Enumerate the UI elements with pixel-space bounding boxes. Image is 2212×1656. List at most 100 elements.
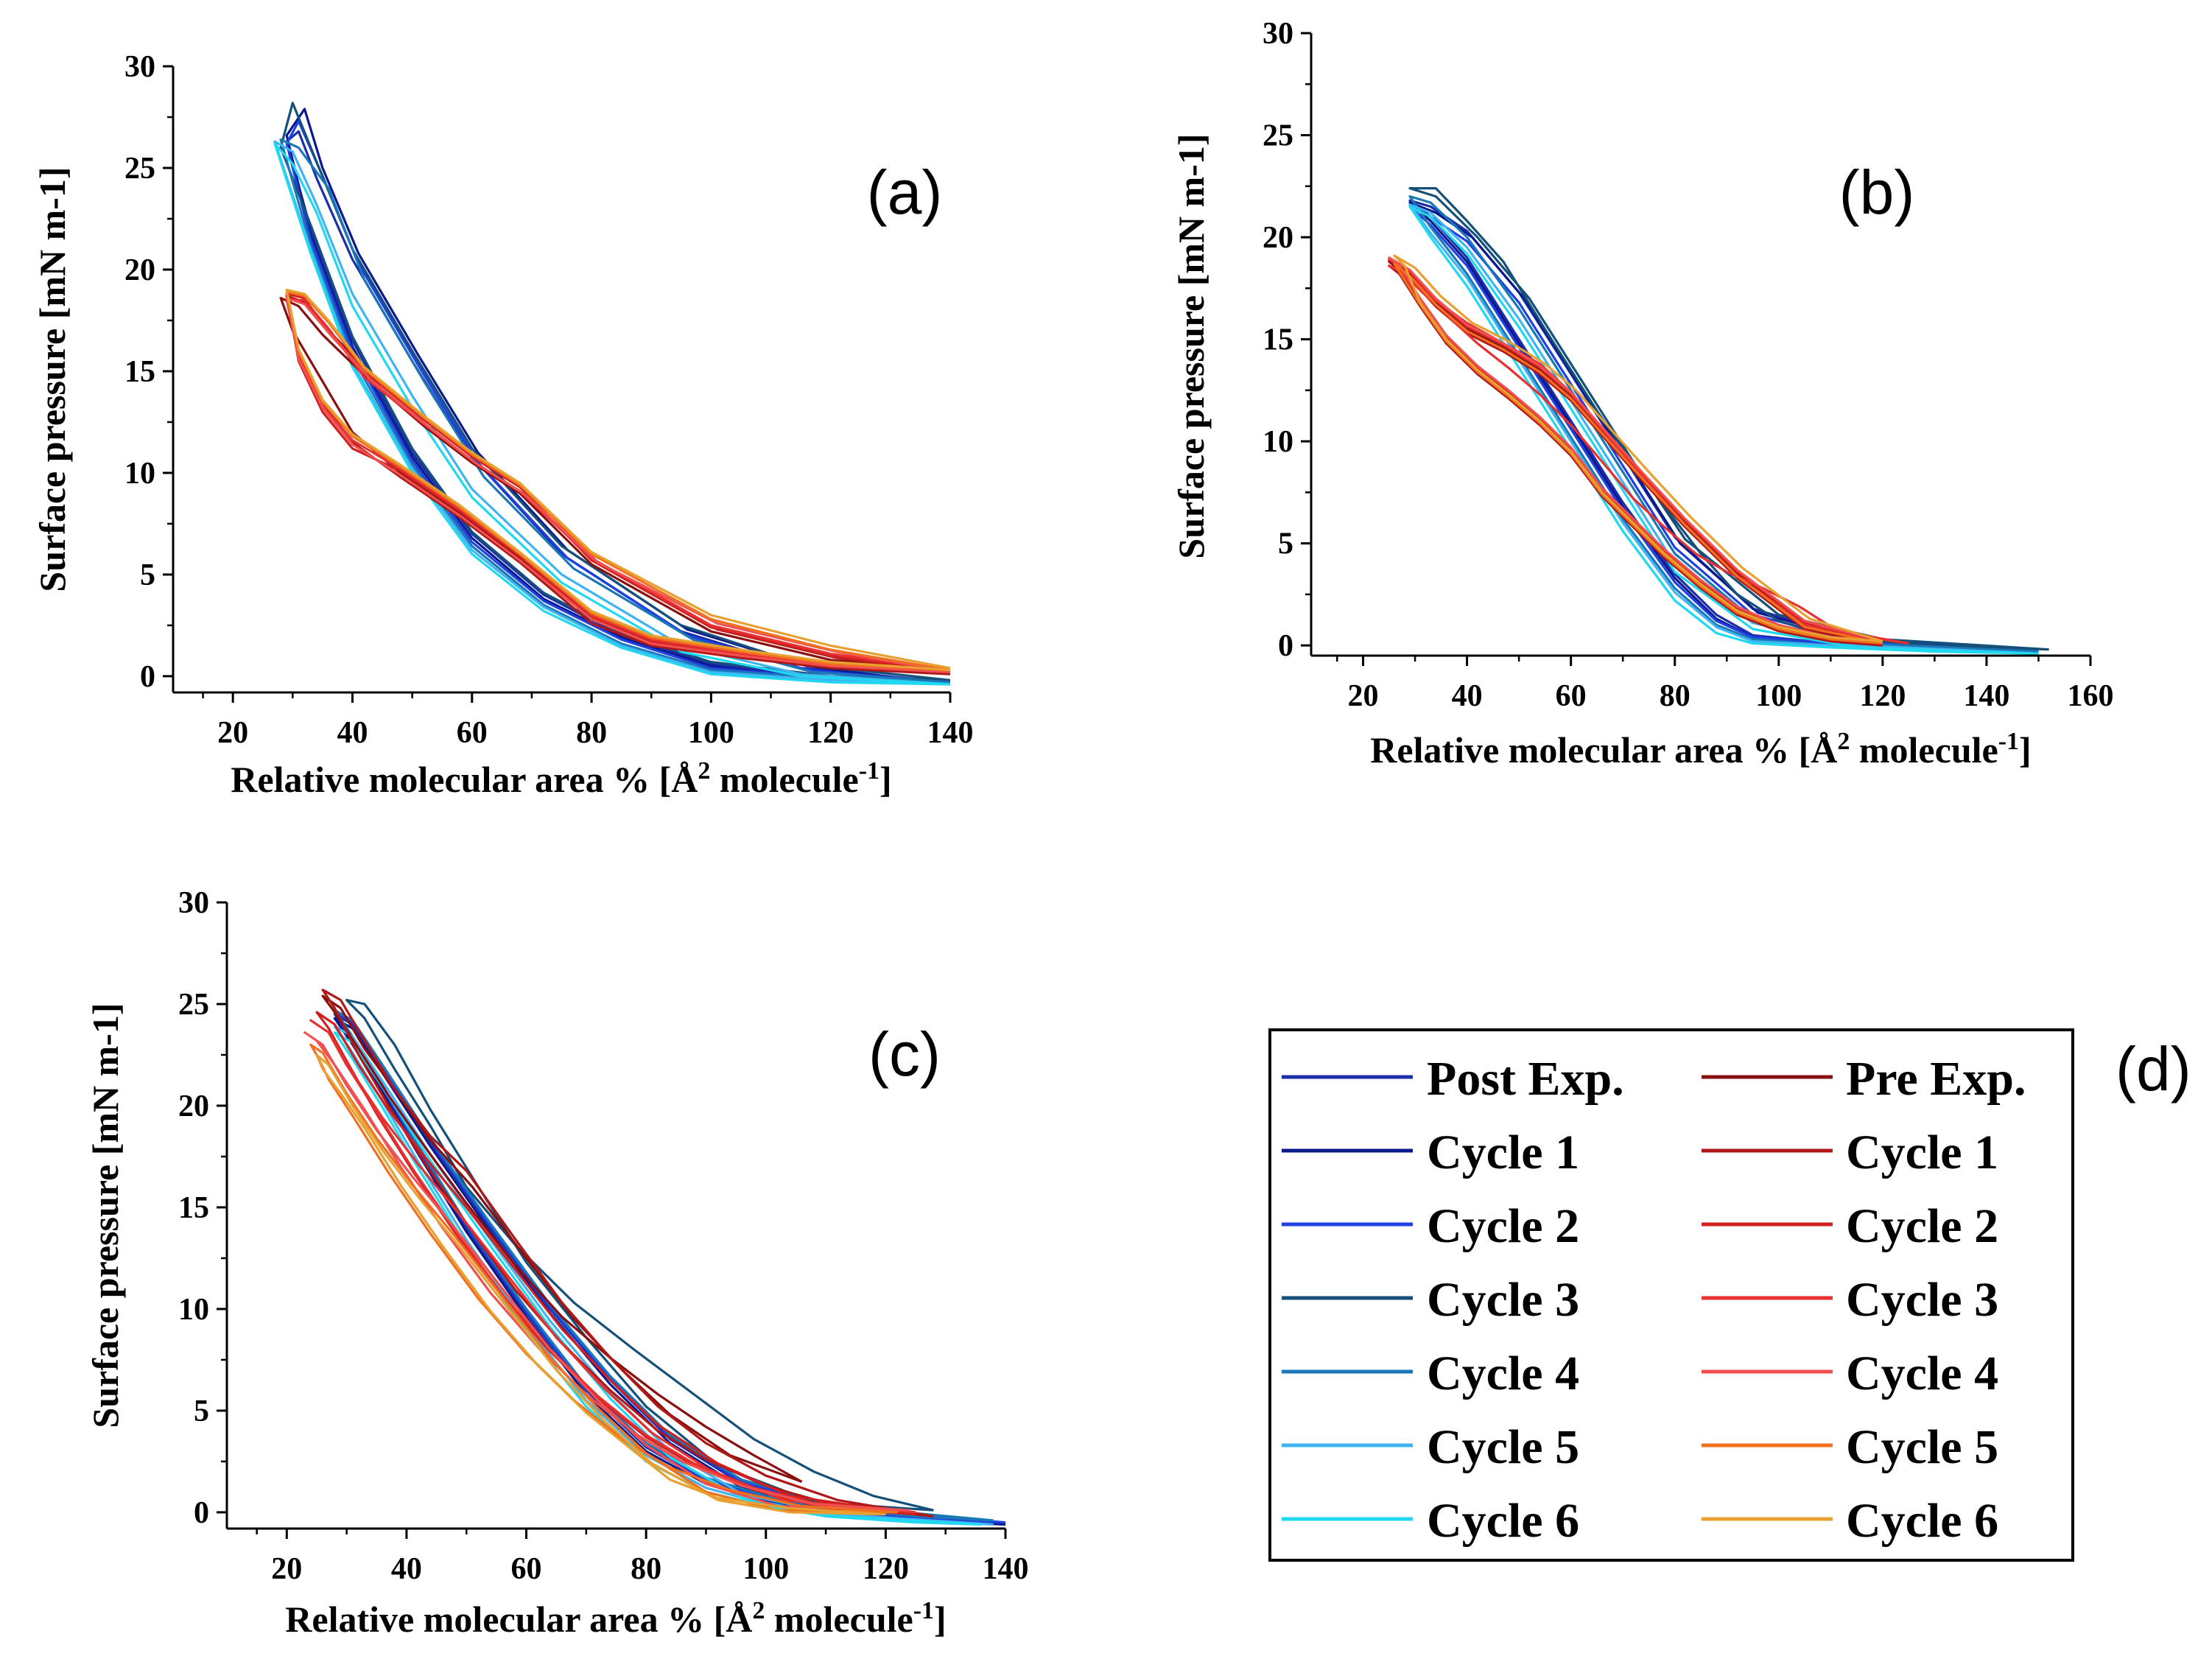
series-line-cycle-3-3 — [1408, 187, 2049, 651]
y-tick-label: 5 — [140, 558, 155, 592]
y-tick-label: 25 — [178, 988, 209, 1022]
series-group — [1388, 187, 2049, 655]
series-line-cycle-1-8 — [321, 989, 934, 1518]
series-group — [273, 102, 951, 686]
x-tick-label: 80 — [631, 1552, 661, 1586]
legend-label: Cycle 2 — [1846, 1199, 1998, 1253]
series-line-cycle-3-10 — [309, 1019, 916, 1514]
y-tick-label: 15 — [124, 355, 155, 389]
y-tick-label: 30 — [178, 886, 209, 920]
x-axis-label: Relative molecular area % [Å2 molecule-1… — [1370, 728, 2031, 771]
legend-panel-d: Post Exp. Cycle 1 Cycle 2 Cycle 3 Cycle 4 Cyc… — [1268, 1028, 2191, 1562]
x-axis-label: Relative molecular area % [Å2 molecule-1… — [231, 757, 891, 800]
legend-label: Cycle 4 — [1846, 1347, 1998, 1400]
y-tick-label: 20 — [124, 253, 155, 287]
series-line-cycle-1-1 — [285, 108, 951, 686]
panel-label-a: (a) — [867, 158, 943, 227]
y-tick-label: 0 — [140, 660, 155, 694]
legend-label: Cycle 5 — [1846, 1420, 1998, 1474]
panel-c: 0 5 10 15 20 25 30 20 40 60 80 100 120 140 Surface pre… — [85, 886, 1029, 1640]
series-line-cycle-4-11 — [285, 297, 951, 673]
x-tick-label: 140 — [983, 1552, 1029, 1586]
y-tick-label: 25 — [1263, 119, 1293, 153]
x-tick-label: 20 — [217, 716, 248, 750]
series-line-cycle-5-5 — [1408, 203, 2039, 655]
x-tick-label: 120 — [1859, 679, 1906, 713]
series-line-pre-exp-7 — [321, 994, 803, 1484]
y-tick-label: 5 — [1278, 527, 1293, 561]
series-line-cycle-2-9 — [315, 1011, 916, 1516]
y-tick-label: 30 — [1263, 17, 1293, 51]
x-tick-label: 120 — [807, 716, 854, 750]
series-line-cycle-3-10 — [1388, 264, 1909, 645]
legend-box — [1268, 1028, 2074, 1562]
series-line-cycle-4-4 — [279, 138, 951, 684]
legend-label: Cycle 4 — [1427, 1347, 1579, 1400]
x-tick-label: 20 — [1348, 679, 1379, 713]
x-tick-label: 80 — [576, 716, 607, 750]
series-line-cycle-6-13 — [315, 1053, 886, 1516]
y-axis-label: Surface pressure [mN m-1] — [85, 1003, 126, 1428]
series-line-cycle-5-12 — [285, 290, 951, 672]
y-tick-label: 10 — [124, 457, 155, 491]
series-line-cycle-6-13 — [285, 289, 951, 672]
y-axis-label: Surface pressure [mN m-1] — [32, 166, 73, 592]
x-tick-label: 40 — [1452, 679, 1483, 713]
panel-label-c: (c) — [868, 1020, 941, 1089]
x-tick-label: 100 — [1755, 679, 1802, 713]
panel-label-d: (d) — [2116, 1034, 2191, 1104]
x-tick-label: 140 — [1963, 679, 2009, 713]
series-line-cycle-5-12 — [1393, 262, 1883, 645]
series-line-cycle-4-4 — [1408, 195, 2039, 653]
x-tick-label: 60 — [511, 1552, 542, 1586]
x-tick-label: 80 — [1660, 679, 1690, 713]
series-line-cycle-6-6 — [273, 142, 951, 686]
panel-b: 0 5 10 15 20 25 30 20 40 60 80 100 120 140 160 Surface … — [1170, 17, 2114, 771]
y-tick-label: 10 — [1263, 425, 1293, 459]
x-tick-label: 140 — [927, 716, 974, 750]
x-tick-label: 100 — [742, 1552, 789, 1586]
legend-label: Cycle 6 — [1846, 1494, 1998, 1548]
y-tick-label: 0 — [194, 1496, 209, 1530]
x-tick-label: 160 — [2068, 679, 2114, 713]
x-tick-label: 40 — [391, 1552, 422, 1586]
y-axis-label: Surface pressure [mN m-1] — [1170, 133, 1212, 558]
y-tick-label: 10 — [178, 1293, 209, 1327]
x-tick-label: 60 — [457, 716, 488, 750]
y-tick-label: 20 — [1263, 221, 1293, 255]
series-line-cycle-3-3 — [345, 998, 934, 1512]
y-tick-label: 15 — [1263, 323, 1293, 357]
legend-label: Cycle 1 — [1846, 1126, 1998, 1179]
y-tick-label: 15 — [178, 1191, 209, 1225]
series-line-cycle-5-12 — [309, 1043, 898, 1514]
y-tick-label: 30 — [124, 50, 155, 84]
series-line-cycle-6-13 — [1393, 254, 1883, 643]
y-tick-label: 0 — [1278, 629, 1293, 663]
legend-label: Cycle 6 — [1427, 1494, 1579, 1548]
y-tick-label: 5 — [194, 1394, 209, 1428]
series-line-cycle-5-5 — [273, 140, 951, 686]
series-line-cycle-2-9 — [1388, 258, 1883, 645]
x-tick-label: 60 — [1556, 679, 1587, 713]
series-line-cycle-4-11 — [303, 1031, 910, 1512]
legend-label: Pre Exp. — [1846, 1052, 2026, 1106]
legend-label: Cycle 2 — [1427, 1199, 1579, 1253]
legend-label: Cycle 5 — [1427, 1420, 1579, 1474]
x-axis-label: Relative molecular area % [Å2 molecule-1… — [285, 1597, 946, 1640]
series-line-cycle-4-11 — [1388, 256, 1883, 643]
x-tick-label: 40 — [337, 716, 368, 750]
legend-label: Cycle 1 — [1427, 1126, 1579, 1179]
x-tick-label: 120 — [863, 1552, 909, 1586]
series-line-cycle-2-2 — [285, 119, 951, 684]
legend-label: Cycle 3 — [1427, 1273, 1579, 1327]
panel-label-b: (b) — [1839, 158, 1915, 227]
legend-label: Post Exp. — [1427, 1052, 1624, 1106]
series-group — [303, 989, 1006, 1526]
y-tick-label: 20 — [178, 1090, 209, 1123]
panel-a: 0 5 10 15 20 25 30 20 40 60 80 100 120 140 Surface pre… — [32, 50, 974, 800]
legend-label: Cycle 3 — [1846, 1273, 1998, 1327]
y-tick-label: 25 — [124, 152, 155, 186]
x-tick-label: 20 — [271, 1552, 302, 1586]
x-tick-label: 100 — [688, 716, 734, 750]
